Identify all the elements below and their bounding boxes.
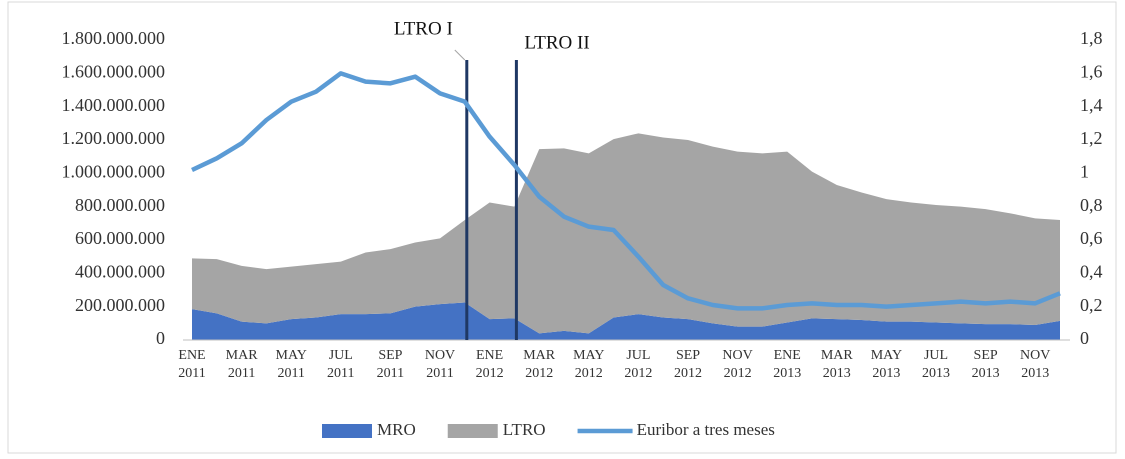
x-tick-label: ENE 2012 bbox=[476, 348, 504, 381]
annotation-leader bbox=[454, 49, 466, 61]
x-tick-label: JUL 2011 bbox=[327, 348, 354, 381]
x-tick-label: MAR 2012 bbox=[523, 348, 556, 381]
legend-swatch bbox=[447, 424, 498, 438]
y2-tick-label: 1,4 bbox=[1080, 95, 1103, 115]
x-tick-label: SEP 2011 bbox=[377, 348, 404, 381]
y2-tick-label: 1 bbox=[1080, 161, 1089, 181]
annotation-label: LTRO II bbox=[524, 32, 589, 53]
legend-swatch bbox=[322, 424, 372, 438]
x-tick-label: SEP 2012 bbox=[674, 348, 702, 381]
legend-label: LTRO bbox=[503, 420, 546, 439]
y-tick-label: 1.800.000.000 bbox=[62, 28, 166, 48]
x-tick-label: NOV 2011 bbox=[425, 348, 455, 381]
x-tick-label: MAY 2011 bbox=[276, 348, 307, 381]
x-tick-label: MAR 2011 bbox=[226, 348, 259, 381]
y2-tick-label: 1,6 bbox=[1080, 61, 1103, 81]
y-tick-label: 1.400.000.000 bbox=[62, 95, 166, 115]
x-tick-label: MAY 2012 bbox=[573, 348, 604, 381]
y2-tick-label: 0 bbox=[1080, 328, 1089, 348]
y-tick-label: 400.000.000 bbox=[75, 261, 165, 281]
annotation-label: LTRO I bbox=[394, 18, 453, 39]
x-tick-label: MAR 2013 bbox=[821, 348, 854, 381]
x-tick-label: NOV 2013 bbox=[1020, 348, 1050, 381]
x-tick-label: ENE 2011 bbox=[178, 348, 205, 381]
x-tick-label: JUL 2012 bbox=[624, 348, 652, 381]
line bbox=[191, 71, 1061, 311]
y2-tick-label: 0,8 bbox=[1080, 195, 1103, 215]
legend-label: Euribor a tres meses bbox=[637, 420, 775, 439]
area bbox=[192, 302, 1060, 340]
y2-tick-label: 1,2 bbox=[1080, 128, 1103, 148]
y-tick-label: 0 bbox=[156, 328, 165, 348]
x-tick-label: SEP 2013 bbox=[972, 348, 1000, 381]
y-tick-label: 600.000.000 bbox=[75, 228, 165, 248]
y-tick-label: 800.000.000 bbox=[75, 195, 165, 215]
y2-tick-label: 0,4 bbox=[1080, 261, 1103, 281]
y2-tick-label: 0,2 bbox=[1080, 295, 1103, 315]
x-tick-label: ENE 2013 bbox=[773, 348, 801, 381]
y-tick-label: 1.200.000.000 bbox=[62, 128, 166, 148]
x-tick-label: JUL 2013 bbox=[922, 348, 950, 381]
y2-tick-label: 1,8 bbox=[1080, 28, 1103, 48]
area bbox=[192, 133, 1060, 334]
y-tick-label: 200.000.000 bbox=[75, 295, 165, 315]
y2-tick-label: 0,6 bbox=[1080, 228, 1103, 248]
y-tick-label: 1.000.000.000 bbox=[62, 161, 166, 181]
x-tick-label: NOV 2012 bbox=[722, 348, 752, 381]
legend-label: MRO bbox=[377, 420, 416, 439]
x-tick-label: MAY 2013 bbox=[871, 348, 902, 381]
y-tick-label: 1.600.000.000 bbox=[62, 61, 166, 81]
